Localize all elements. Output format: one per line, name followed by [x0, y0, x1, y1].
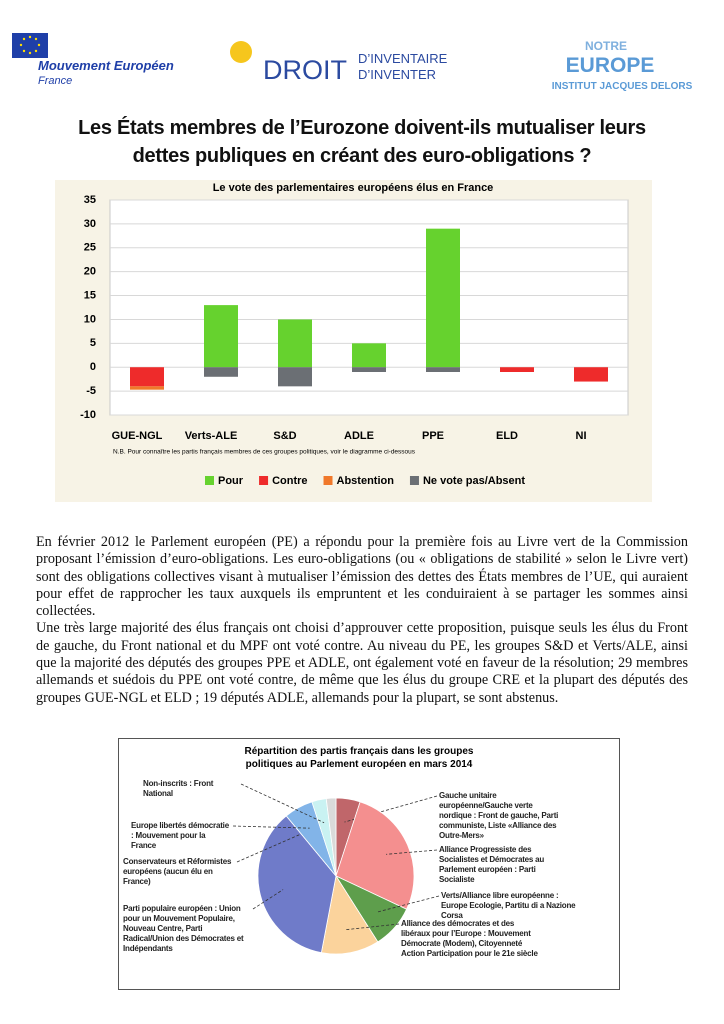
leader-line — [386, 849, 438, 855]
pie-slice — [335, 801, 415, 910]
chart-title: Répartition des partis français dans les… — [244, 746, 474, 770]
pie-label: Alliance des démocrates et des libéraux … — [401, 919, 538, 958]
x-tick-label: PPE — [422, 430, 444, 442]
pie-slice — [325, 797, 337, 877]
x-tick-label: NI — [576, 430, 587, 442]
pie-label: Non-inscrits : Front National — [143, 779, 214, 798]
bar — [278, 319, 312, 368]
pie-chart: Répartition des partis français dans les… — [118, 738, 620, 990]
y-tick-label: 0 — [90, 361, 96, 373]
leader-line — [240, 783, 325, 824]
legend-swatch — [259, 476, 269, 485]
paragraph: Une très large majorité des élus françai… — [36, 620, 688, 706]
paragraph: En février 2012 le Parlement européen (P… — [36, 534, 688, 620]
legend-label: Pour — [218, 475, 244, 487]
bar — [204, 305, 238, 368]
y-tick-label: -10 — [80, 409, 96, 421]
y-tick-label: 25 — [84, 242, 96, 254]
leader-line — [376, 895, 440, 913]
y-tick-label: 10 — [84, 313, 96, 325]
legend-swatch — [409, 476, 419, 485]
pie-slice — [257, 815, 337, 954]
leader-line — [252, 889, 284, 910]
logo-text: D’INVENTER — [358, 67, 436, 82]
bar — [204, 367, 238, 377]
logo-text: EUROPE — [566, 54, 655, 77]
x-tick-label: ADLE — [344, 430, 374, 442]
legend-label: Contre — [272, 475, 307, 487]
x-tick-label: ELD — [496, 430, 518, 442]
bar — [426, 228, 460, 368]
y-tick-label: 30 — [84, 218, 96, 230]
bar — [426, 367, 460, 372]
bar — [574, 367, 608, 382]
logo-text: INSTITUT JACQUES DELORS — [552, 81, 693, 92]
legend-label: Abstention — [337, 475, 395, 487]
pie-label: Europe libertés démocratie : Mouvement p… — [131, 821, 229, 850]
y-tick-label: 15 — [84, 289, 96, 301]
x-tick-label: S&D — [273, 430, 296, 442]
bar — [352, 343, 386, 368]
bar — [352, 367, 386, 372]
legend-label: Ne vote pas/Absent — [423, 475, 525, 487]
bar — [278, 367, 312, 387]
plot-area — [109, 199, 629, 416]
logo-text: France — [38, 75, 72, 87]
logo-text: NOTRE — [585, 39, 627, 53]
x-tick-label: GUE-NGL — [112, 430, 163, 442]
leader-line — [232, 825, 310, 829]
title: Les États membres de l’Eurozone doivent-… — [78, 117, 646, 167]
legend-swatch — [205, 476, 214, 485]
pie-svg — [232, 783, 440, 955]
header: Mouvement Européen France DROIT D’INVENT… — [12, 33, 693, 92]
leader-line — [346, 923, 400, 931]
pie-label: Alliance Progressiste des Socialistes et… — [439, 845, 545, 884]
y-tick-label: -5 — [86, 385, 96, 397]
logo-text: DROIT — [263, 55, 347, 85]
chart-title: Le vote des parlementaires européens élu… — [213, 182, 494, 194]
x-tick-label: Verts-ALE — [185, 430, 238, 442]
pie-label: Verts/Alliance libre européenne : Europe… — [441, 891, 576, 920]
body-text: En février 2012 le Parlement européen (P… — [36, 534, 688, 707]
chart-note: N.B. Pour connaître les partis français … — [113, 449, 416, 456]
pie-label: Gauche unitaire européenne/Gauche verte … — [439, 791, 559, 840]
pie-label: Conservateurs et Réformistes européens (… — [123, 857, 232, 886]
bar — [130, 386, 164, 390]
y-tick-label: 5 — [90, 337, 96, 349]
legend-swatch — [323, 476, 333, 485]
eu-stars — [19, 35, 41, 55]
logo-text: Mouvement Européen — [38, 58, 174, 73]
logo-dot — [230, 41, 252, 63]
bar — [500, 367, 534, 372]
bar-chart: Le vote des parlementaires européens élu… — [55, 180, 652, 502]
logo-text: D’INVENTAIRE — [358, 51, 448, 66]
pie-label: Parti populaire européen : Union pour un… — [123, 904, 244, 953]
y-tick-label: 20 — [84, 266, 96, 278]
y-tick-label: 35 — [84, 194, 96, 206]
bar — [130, 367, 164, 387]
leader-line — [236, 833, 302, 863]
